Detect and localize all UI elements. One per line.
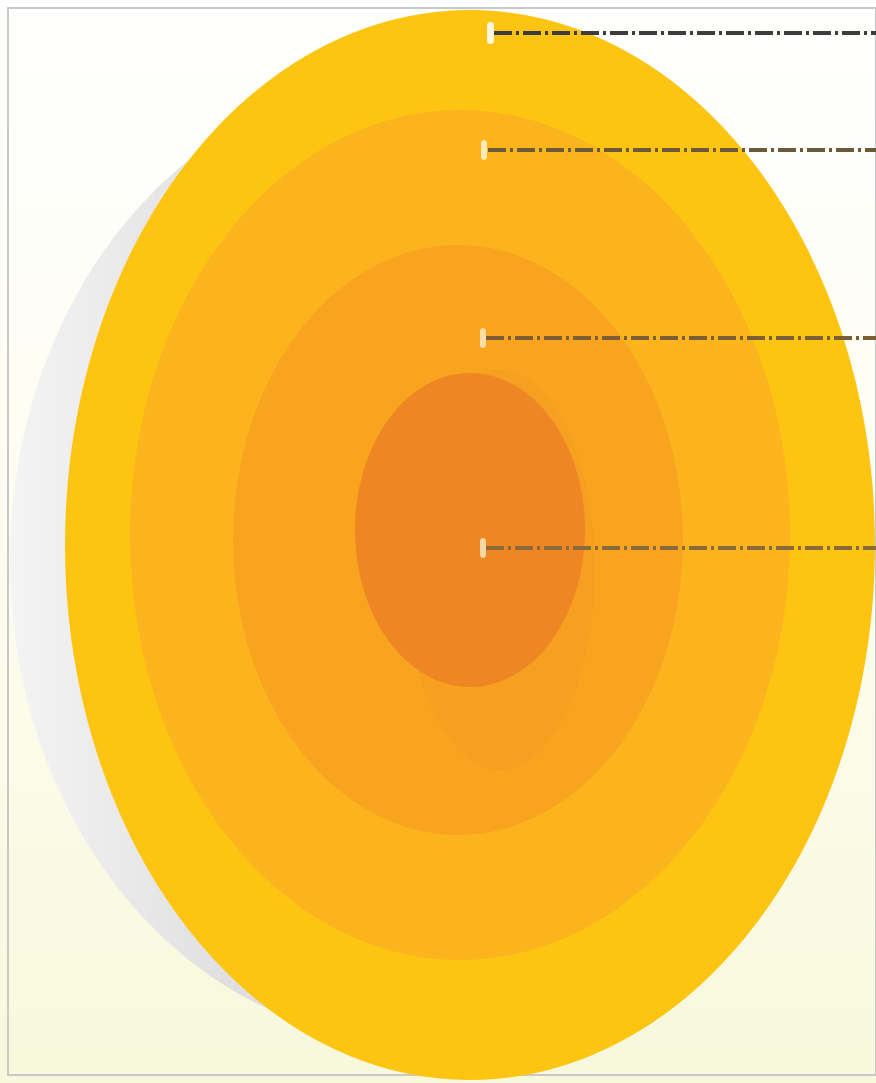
leader-dots [480,22,494,558]
leader-dot [480,328,486,348]
leader-dot [481,140,487,160]
leader-dot [487,22,494,44]
leader-lines [486,31,876,550]
leader-dot [480,538,486,558]
core [355,373,585,687]
